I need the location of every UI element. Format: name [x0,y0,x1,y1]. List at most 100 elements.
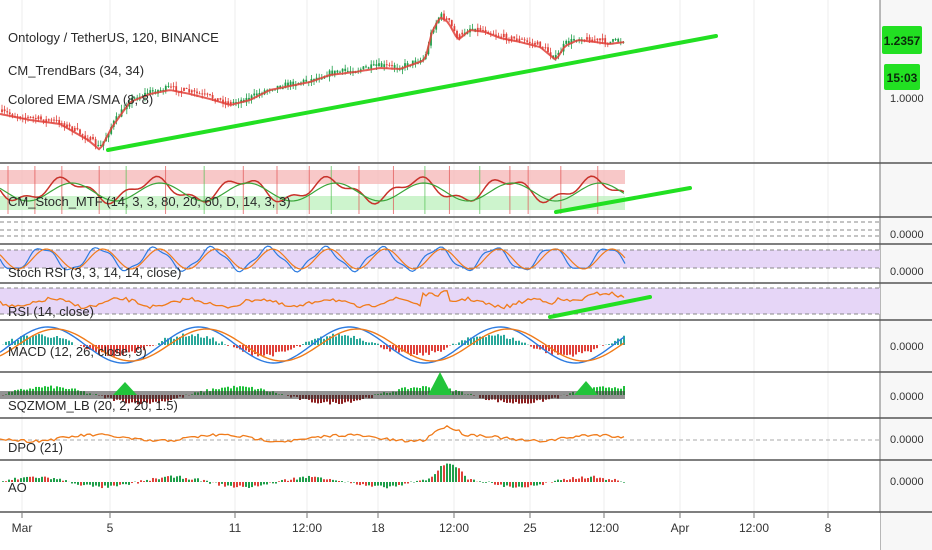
candle-body [565,40,568,44]
candle-body [193,90,196,92]
sqzmom-bar [227,386,229,395]
candle-body [411,60,414,66]
sqzmom-bar [320,395,322,404]
countdown-badge [884,64,920,90]
ao-bar [536,482,538,486]
macd-histogram-bar [176,336,178,345]
ao-bar [242,482,244,487]
candle-body [232,101,235,103]
ao-bar [458,468,460,482]
candle-body [378,63,380,66]
macd-histogram-bar [32,335,34,345]
macd-histogram-bar [494,335,496,345]
macd-histogram-bar [44,336,46,345]
macd-histogram-bar [422,345,424,356]
candle-body [502,33,505,38]
macd-histogram-bar [122,345,124,355]
candle-body [209,94,211,96]
macd-histogram-bar [365,342,367,345]
ao-bar [65,480,67,482]
macd-histogram-bar [587,345,589,352]
sqzmom-pane: SQZMOM_LB (20, 2, 20, 1.5) 0.0000 [0,372,924,413]
candle-body [544,47,547,49]
macd-histogram-bar [461,340,463,345]
legend-stoch-rsi: Stoch RSI (3, 3, 14, 14, close) [8,265,181,280]
candle-body [388,64,391,66]
ao-bar [47,477,49,482]
candle-body [541,47,544,49]
candle-body [593,39,596,41]
macd-histogram-bar [254,345,256,355]
ao-bar [302,476,304,482]
macd-histogram-bar [197,333,199,345]
macd-histogram-bar [413,345,415,355]
ao-bar [461,471,463,482]
candle-body [443,13,445,20]
ao-bar [191,479,193,482]
candle-body [440,13,443,18]
macd-histogram-bar [299,345,301,347]
macd-histogram-bar [416,345,418,355]
ao-bar [71,482,73,484]
macd-histogram-bar [104,345,106,354]
ao-bar [398,482,400,485]
sqzmom-bar [47,386,49,395]
candle-body [146,92,149,94]
ao-bar [218,482,220,486]
ao-bar [407,482,409,484]
candle-body [6,111,9,113]
macd-histogram-bar [263,345,265,356]
dpo-pane: DPO (21) 0.0000 [0,424,924,455]
ao-bar [437,470,439,482]
candle-body [495,34,497,36]
sqzmom-axis-value: 0.0000 [890,391,924,403]
macd-histogram-bar [329,336,331,345]
candle-body [547,47,549,53]
ao-bar [263,482,265,485]
macd-histogram-bar [179,336,181,345]
candle-body [8,112,11,115]
ao-bar [323,479,325,482]
ao-bar [356,482,358,485]
candle-body [586,37,588,40]
ao-bar [539,482,541,485]
sqzmom-bar [521,395,523,404]
macd-histogram-bar [434,345,436,353]
candle-body [170,86,172,88]
macd-histogram-bar [443,345,445,350]
sqzmom-bar [128,395,130,404]
dpo-line [0,424,625,444]
macd-histogram-bar [68,340,70,345]
candle-body [372,64,375,66]
candle-body [53,119,55,121]
ao-bar [389,482,391,487]
macd-histogram-bar [161,341,163,345]
ao-bar [248,482,250,488]
macd-histogram-bar [41,334,43,345]
stoch-rsi-axis-value: 0.0000 [890,229,924,241]
sqzmom-bar [158,395,160,404]
price-trendline [106,34,718,152]
ao-bar [227,482,229,486]
macd-histogram-bar [377,343,379,345]
ao-bar [35,477,37,482]
macd-histogram-bar [356,339,358,345]
candle-body [151,90,154,92]
candle-body [115,116,118,121]
candle-body [528,41,531,44]
candle-body [133,97,136,99]
candle-body [617,38,620,42]
sqzmom-peak [574,381,598,395]
candle-body [383,64,386,67]
macd-histogram-bar [563,345,565,355]
macd-axis-value: 0.0000 [890,341,924,353]
ao-bar [515,482,517,488]
candle-body [60,123,63,125]
macd-histogram-bar [533,345,535,349]
sqzmom-zero-band [0,391,625,399]
price-badge-label: 1.2357 [884,34,921,48]
candle-body [198,93,201,95]
candle-body [37,116,40,120]
macd-histogram-bar [491,335,493,345]
